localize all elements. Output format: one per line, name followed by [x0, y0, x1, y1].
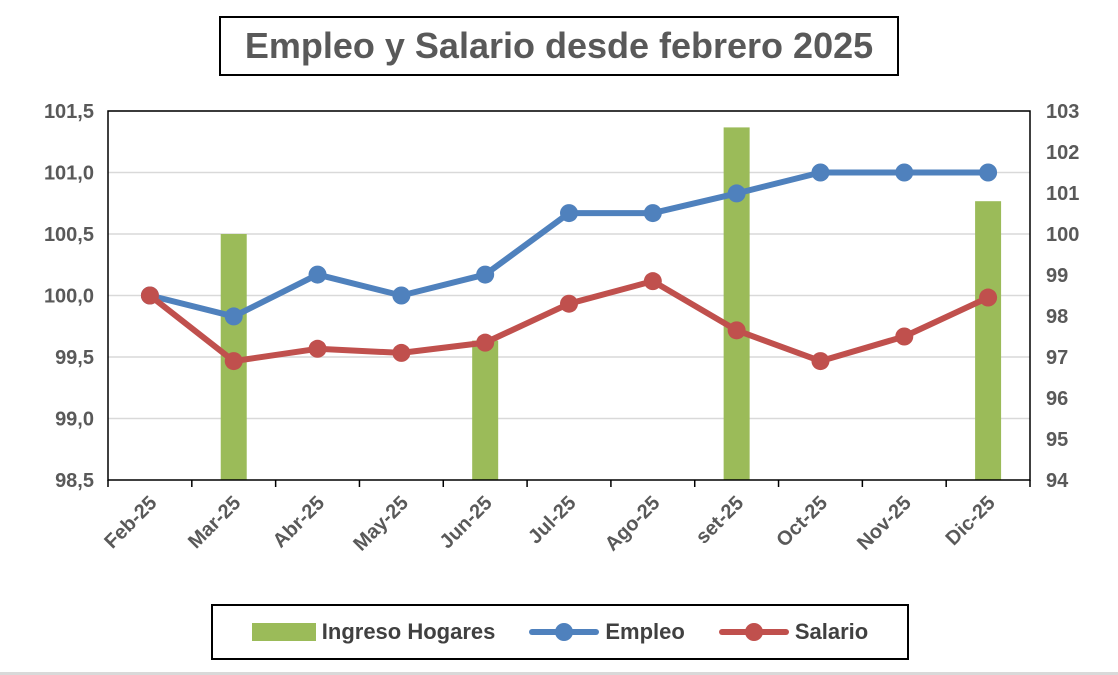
x-tick-label: Jun-25: [436, 492, 497, 553]
bar-ingreso-Jun-25: [472, 340, 499, 480]
x-tick-label: Nov-25: [853, 492, 916, 555]
point-salario-May-25: [392, 343, 411, 362]
y-left-tick-label: 100,5: [44, 224, 94, 246]
x-tick-label: Dic-25: [942, 492, 1000, 550]
chart-plot: 98,5 99,0 99,5 100,0 100,5 101,0 101,5 94 95 96 97…: [44, 101, 1079, 556]
y-right-tick-label: 98: [1046, 306, 1068, 328]
point-salario-Oct-25: [811, 352, 830, 371]
point-empleo-Mar-25: [224, 307, 243, 326]
legend-item-ingreso: Ingreso Hogares: [251, 619, 496, 645]
point-empleo-Jul-25: [560, 204, 578, 223]
bar-ingreso-set-25: [723, 127, 750, 481]
x-tick-label: Abr-25: [269, 492, 329, 552]
x-tick-label: set-25: [692, 492, 748, 548]
y-right-tick-label: 101: [1046, 183, 1079, 205]
point-empleo-set-25: [727, 184, 746, 203]
x-tick-label: Jul-25: [524, 492, 580, 548]
y-right-tick-label: 95: [1046, 429, 1068, 451]
x-tick-label: Oct-25: [772, 492, 832, 552]
chart-legend: Ingreso Hogares Empleo Salario: [211, 604, 909, 660]
legend-swatch-ingreso: [251, 623, 316, 641]
y-left-tick-label: 98,5: [55, 470, 94, 492]
axis-layer: [107, 110, 1031, 487]
y-left-tick-label: 101,5: [44, 101, 94, 123]
y-right-tick-label: 99: [1046, 265, 1068, 287]
chart-title: Empleo y Salario desde febrero 2025: [219, 16, 899, 76]
point-salario-Nov-25: [895, 327, 914, 346]
point-salario-Abr-25: [308, 339, 327, 358]
point-empleo-Jun-25: [476, 265, 495, 284]
point-salario-Mar-25: [224, 352, 243, 371]
y-right-tick-label: 97: [1046, 347, 1068, 369]
bottom-divider: [0, 672, 1118, 675]
point-empleo-Oct-25: [811, 163, 830, 182]
bar-ingreso-Dic-25: [975, 201, 1002, 480]
line-layer: [140, 163, 998, 371]
point-salario-Ago-25: [643, 272, 662, 291]
y-right-tick-label: 103: [1046, 101, 1079, 123]
legend-item-salario: Salario: [718, 619, 869, 645]
y-left-tick-label: 99,5: [55, 347, 94, 369]
y-right-tick-label: 96: [1046, 388, 1068, 410]
y-left-tick-label: 101,0: [44, 163, 94, 185]
point-salario-Jul-25: [560, 294, 578, 313]
legend-swatch-salario: [718, 621, 789, 643]
x-tick-label: Feb-25: [100, 492, 161, 553]
point-empleo-Nov-25: [895, 163, 914, 182]
point-empleo-Abr-25: [308, 265, 327, 284]
legend-label-empleo: Empleo: [605, 619, 685, 644]
point-empleo-May-25: [392, 286, 411, 305]
x-tick-label: May-25: [349, 492, 413, 556]
point-empleo-Ago-25: [643, 204, 662, 223]
y-right-tick-label: 100: [1046, 224, 1079, 246]
legend-label-ingreso: Ingreso Hogares: [321, 619, 496, 644]
point-salario-Jun-25: [476, 333, 495, 352]
y-left-tick-label: 100,0: [44, 286, 94, 308]
x-tick-label: Mar-25: [184, 492, 245, 553]
legend-item-empleo: Empleo: [529, 619, 685, 645]
legend-label-salario: Salario: [794, 619, 869, 644]
plot-area-border: [107, 110, 1031, 481]
y-right-tick-label: 102: [1046, 142, 1079, 164]
y-left-tick-label: 99,0: [55, 409, 94, 431]
x-tick-label: Ago-25: [601, 492, 664, 555]
point-salario-set-25: [727, 321, 746, 340]
point-salario-Dic-25: [979, 288, 998, 307]
bar-layer: [220, 127, 1002, 481]
point-salario-Feb-25: [140, 286, 159, 305]
y-right-tick-label: 94: [1046, 470, 1069, 492]
legend-swatch-empleo: [529, 621, 600, 643]
point-empleo-Dic-25: [979, 163, 998, 182]
